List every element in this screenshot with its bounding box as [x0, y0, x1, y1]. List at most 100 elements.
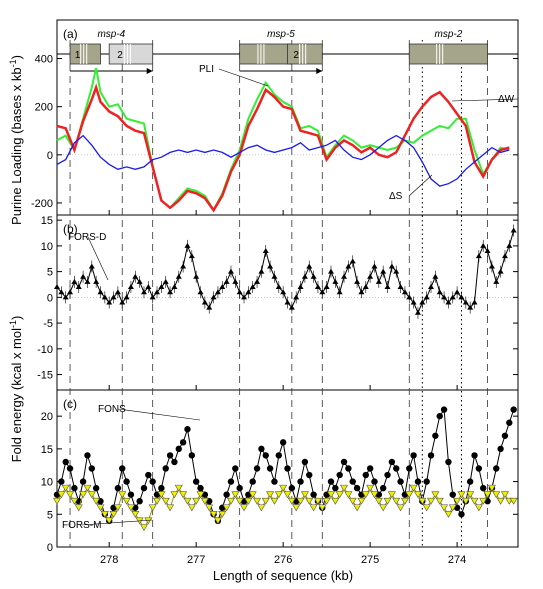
- panel-b-point: [136, 278, 143, 284]
- panel-b-point: [284, 299, 291, 305]
- panel-c-point: [209, 510, 218, 518]
- panel-c-point: [332, 484, 339, 492]
- panel-c-series-line: [56, 408, 515, 522]
- panel-a-label: (a): [63, 27, 78, 41]
- panel-a-ytick-label: 200: [35, 102, 53, 114]
- panel-c-point: [388, 458, 396, 466]
- panel-b-point: [506, 242, 513, 248]
- panel-b-point: [93, 278, 100, 284]
- panel-c-point: [483, 491, 492, 499]
- gene-segment: [287, 43, 323, 65]
- panel-c-point: [448, 504, 457, 512]
- panel-b-point: [471, 299, 478, 305]
- panel-b-point: [393, 268, 400, 274]
- panel-a-ytick-label: -200: [31, 198, 53, 210]
- panel-c-point: [470, 497, 479, 505]
- panel-b-point: [488, 263, 495, 269]
- panel-c-point: [500, 491, 509, 499]
- panel-b-point: [162, 278, 169, 284]
- panel-c-point: [296, 497, 305, 505]
- gene-name: msp-2: [435, 29, 463, 40]
- panel-c-point: [84, 452, 91, 459]
- annotation-fors-d-leader: [87, 236, 109, 281]
- panel-c-point: [348, 497, 357, 505]
- panel-c-point: [310, 491, 317, 498]
- panel-c-point: [493, 465, 500, 472]
- panel-c-point: [92, 497, 101, 505]
- panel-a-ytick-label: 0: [47, 150, 53, 162]
- panel-a-y-axis-label: Purine Loading (bases x kb-1): [8, 55, 24, 225]
- panel-c-point: [187, 504, 196, 512]
- panel-b-point: [197, 289, 204, 295]
- panel-b-point: [262, 248, 269, 254]
- panel-b-point: [132, 273, 139, 279]
- panel-c-point: [184, 426, 191, 433]
- panel-c-point: [236, 484, 243, 492]
- panel-b-point: [293, 294, 300, 300]
- panel-b-point: [280, 289, 287, 295]
- panel-b-point: [462, 299, 469, 305]
- panel-c-point: [183, 497, 192, 505]
- panel-b-point: [258, 268, 265, 274]
- panel-b-point: [127, 284, 134, 290]
- panel-b-point: [171, 284, 178, 290]
- y-axis-label-tail: ): [9, 316, 24, 320]
- panel-c-point: [213, 517, 222, 525]
- panel-b-point: [484, 248, 491, 254]
- panel-c-point: [66, 465, 74, 472]
- panel-c-point: [131, 510, 140, 518]
- annotation-fons: FONS: [98, 404, 126, 415]
- panel-b-point: [345, 263, 352, 269]
- panel-b-point: [410, 299, 417, 305]
- panel-c-point: [109, 510, 118, 518]
- annotation-delta-s: ΔS: [389, 191, 403, 202]
- panel-b-point: [327, 268, 334, 274]
- panel-c-point: [301, 458, 309, 466]
- panel-c-point: [200, 497, 209, 505]
- panel-c-point: [284, 465, 291, 472]
- panel-b-point: [75, 284, 82, 290]
- panel-c-point: [409, 484, 418, 492]
- panel-c-point: [148, 504, 157, 512]
- panel-b-point: [501, 253, 508, 259]
- gene-segment-label: 2: [117, 50, 123, 61]
- panel-c-point: [196, 491, 205, 499]
- panel-c-point: [397, 478, 404, 485]
- panel-b-point: [349, 258, 356, 264]
- panel-c-point: [480, 484, 487, 492]
- panel-a-series-line: [56, 134, 510, 187]
- panel-a-series-line: [56, 67, 510, 213]
- panel-b-ytick-label: 0: [47, 292, 53, 304]
- panel-c-point: [171, 458, 178, 466]
- panel-c-point: [422, 504, 431, 512]
- panel-c-point: [166, 504, 175, 512]
- panel-c-point: [396, 504, 405, 512]
- annotation-fors-m: FORS-M: [62, 520, 101, 531]
- panel-c-point: [449, 491, 456, 498]
- panel-b-point: [145, 284, 152, 290]
- panel-c-point: [471, 452, 478, 459]
- panel-b-point: [210, 294, 217, 300]
- panel-c-point: [145, 471, 152, 479]
- panel-b-point: [380, 268, 387, 274]
- panel-c-point: [414, 478, 422, 485]
- panel-c-point: [139, 524, 149, 531]
- panel-c-point: [88, 465, 95, 472]
- panel-b-point: [458, 294, 465, 300]
- panel-c-point: [379, 504, 388, 512]
- panel-c-point: [61, 484, 70, 492]
- gene-segment: [239, 43, 293, 65]
- panel-b-point: [419, 299, 426, 305]
- panel-c-point: [406, 465, 413, 472]
- panel-b-point: [158, 284, 165, 290]
- panel-c-point: [162, 465, 169, 472]
- panel-c-point: [353, 484, 361, 492]
- panel-b-point: [336, 289, 343, 295]
- panel-c-point: [253, 497, 262, 505]
- panel-c-point: [413, 491, 422, 499]
- panel-c-point: [100, 510, 109, 518]
- panel-c-point: [192, 478, 200, 485]
- panel-b-point: [232, 278, 239, 284]
- panel-b-point: [384, 284, 391, 290]
